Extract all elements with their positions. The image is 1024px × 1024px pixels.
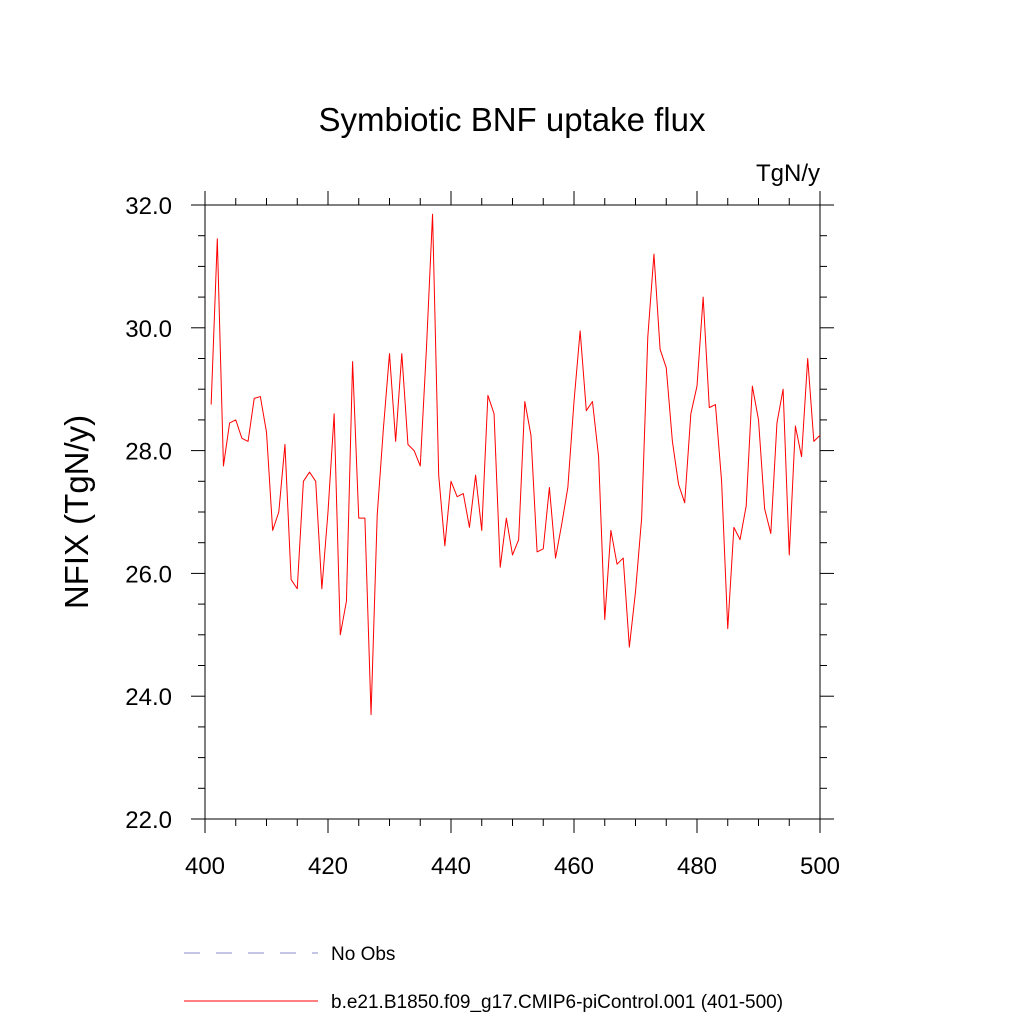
y-tick-label: 24.0 bbox=[125, 684, 172, 711]
units-label: TgN/y bbox=[756, 160, 820, 187]
x-tick-label: 500 bbox=[800, 853, 840, 880]
y-tick-label: 28.0 bbox=[125, 439, 172, 466]
y-tick-label: 30.0 bbox=[125, 316, 172, 343]
x-tick-label: 420 bbox=[308, 853, 348, 880]
x-tick-label: 460 bbox=[554, 853, 594, 880]
x-tick-label: 400 bbox=[185, 853, 225, 880]
y-tick-label: 32.0 bbox=[125, 193, 172, 220]
series-layer bbox=[210, 213, 821, 716]
series-line bbox=[210, 213, 821, 716]
y-axis-label: NFIX (TgN/y) bbox=[58, 415, 95, 609]
legend-label: b.e21.B1850.f09_g17.CMIP6-piControl.001 … bbox=[331, 992, 783, 1013]
y-tick-label: 26.0 bbox=[125, 561, 172, 588]
axes: 400 420 440 460 480 500 22.0 24.0 26.0 28.0 30.0 32… bbox=[125, 191, 840, 880]
y-tick-label: 22.0 bbox=[125, 807, 172, 834]
chart-title: Symbiotic BNF uptake flux bbox=[319, 101, 706, 138]
legend: No Obs b.e21.B1850.f09_g17.CMIP6-piContro… bbox=[184, 944, 783, 1013]
legend-label: No Obs bbox=[331, 944, 395, 965]
x-tick-label: 440 bbox=[431, 853, 471, 880]
plot-frame bbox=[204, 204, 821, 820]
x-tick-label: 480 bbox=[677, 853, 717, 880]
